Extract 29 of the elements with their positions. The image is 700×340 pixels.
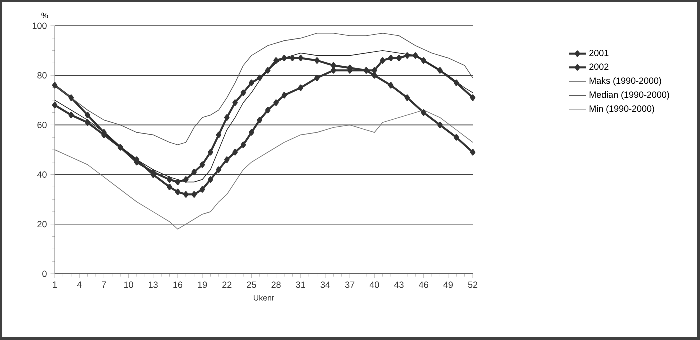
x-tick-label: 13 bbox=[149, 282, 158, 288]
legend-label: Median (1990-2000) bbox=[590, 91, 670, 100]
legend-label: Maks (1990-2000) bbox=[590, 78, 662, 86]
legend-label: 2002 bbox=[590, 64, 609, 70]
x-tick-label: 19 bbox=[198, 282, 208, 288]
y-tick-label: 20 bbox=[38, 221, 47, 228]
y-tick-label: 80 bbox=[38, 72, 47, 79]
y-tick-label: 60 bbox=[38, 122, 47, 128]
x-tick-label: 43 bbox=[394, 282, 404, 288]
x-tick-label: 52 bbox=[468, 282, 478, 288]
x-tick-label: 16 bbox=[174, 282, 183, 288]
x-tick-label: 22 bbox=[222, 282, 232, 288]
x-tick-label: 25 bbox=[247, 282, 256, 288]
x-tick-label: 7 bbox=[102, 282, 106, 288]
x-tick-label: 4 bbox=[77, 282, 82, 288]
legend-label: Min (1990-2000) bbox=[590, 105, 654, 114]
x-tick-label: 10 bbox=[124, 282, 134, 288]
x-tick-label: 49 bbox=[444, 282, 453, 288]
legend-label: 2001 bbox=[590, 50, 609, 56]
x-tick-label: 28 bbox=[272, 282, 281, 288]
x-tick-label: 37 bbox=[345, 282, 355, 288]
x-tick-label: 34 bbox=[320, 282, 330, 288]
x-tick-label: 46 bbox=[419, 282, 428, 288]
x-tick-label: 1 bbox=[53, 282, 58, 288]
x-tick-label: 31 bbox=[296, 282, 306, 288]
y-tick-label: 100 bbox=[32, 22, 47, 30]
y-tick-label: 0 bbox=[42, 270, 47, 278]
y-tick-label: 40 bbox=[37, 172, 47, 178]
x-tick-label: 40 bbox=[370, 282, 380, 288]
